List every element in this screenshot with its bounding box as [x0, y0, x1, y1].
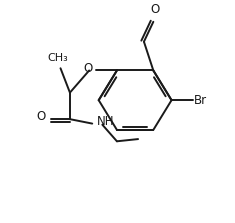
Text: CH₃: CH₃: [48, 53, 69, 63]
Text: Br: Br: [194, 94, 207, 107]
Text: NH: NH: [97, 115, 114, 128]
Text: O: O: [150, 3, 159, 16]
Text: O: O: [83, 62, 92, 75]
Text: O: O: [36, 110, 45, 124]
